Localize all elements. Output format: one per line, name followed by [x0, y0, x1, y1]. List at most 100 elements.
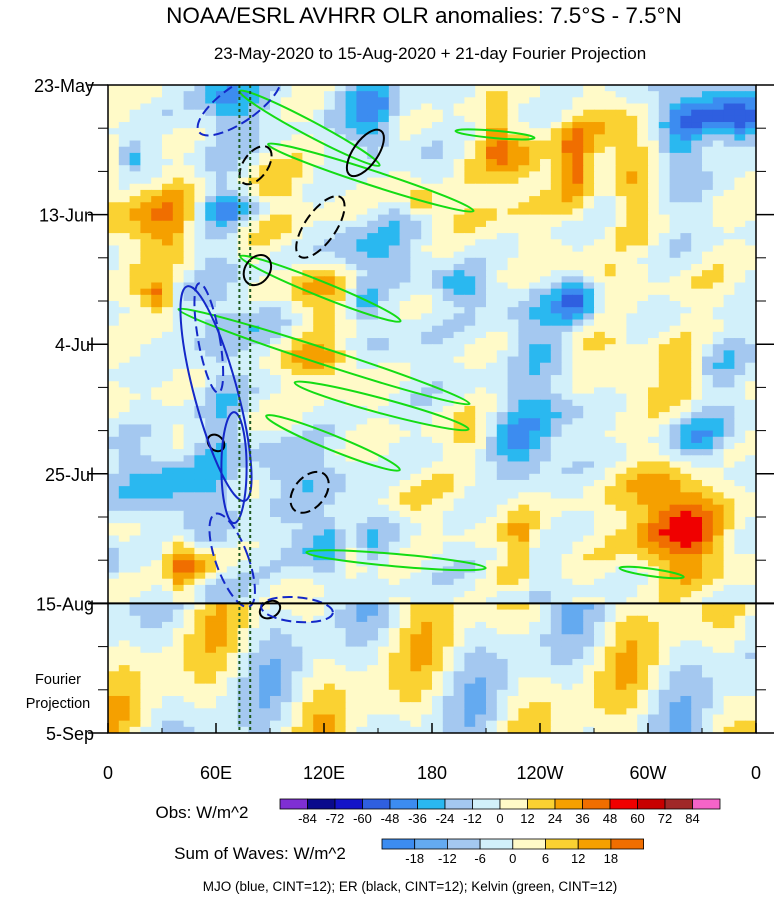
heat-cell	[237, 517, 249, 524]
heat-cell	[518, 245, 530, 253]
heat-cell	[669, 214, 681, 222]
heat-cell	[637, 393, 649, 401]
heat-cell	[118, 146, 131, 154]
heat-cell	[313, 560, 325, 567]
heat-cell	[734, 535, 746, 543]
heat-cell	[183, 529, 195, 537]
heat-cell	[745, 189, 756, 197]
heat-cell	[291, 152, 303, 160]
heat-cell	[280, 368, 293, 376]
heat-cell	[486, 492, 498, 500]
heat-cell	[648, 362, 660, 370]
heat-cell	[216, 251, 228, 259]
heat-cell	[334, 381, 347, 388]
heat-cell	[637, 140, 649, 148]
heat-cell	[702, 263, 714, 271]
heat-cell	[594, 492, 606, 500]
heat-cell	[172, 85, 185, 92]
heat-cell	[691, 461, 703, 469]
heat-cell	[604, 442, 617, 450]
heat-cell	[529, 492, 541, 500]
heat-cell	[108, 220, 120, 228]
heat-cell	[302, 103, 314, 111]
heat-cell	[648, 152, 660, 160]
heat-cell	[399, 307, 411, 314]
heat-cell	[680, 492, 692, 500]
heat-cell	[442, 171, 455, 179]
heat-cell	[507, 560, 519, 567]
heat-cell	[604, 479, 617, 487]
heat-cell	[486, 393, 498, 401]
heat-cell	[410, 128, 422, 135]
heat-cell	[745, 554, 756, 561]
heat-cell	[302, 85, 314, 92]
heat-cell	[432, 405, 444, 413]
heat-cell	[108, 418, 120, 426]
heat-cell	[594, 134, 606, 142]
heat-cell	[140, 368, 152, 376]
heat-cell	[388, 547, 401, 555]
heat-cell	[291, 535, 303, 543]
heat-cell	[496, 294, 509, 302]
heat-cell	[140, 263, 152, 271]
heat-cell	[313, 455, 325, 463]
heat-cell	[162, 85, 174, 92]
heat-cell	[464, 461, 476, 469]
heat-cell	[702, 504, 714, 512]
heat-cell	[270, 467, 282, 475]
heat-cell	[518, 239, 530, 247]
heat-cell	[151, 498, 163, 506]
heat-cell	[291, 134, 303, 142]
heat-cell	[421, 276, 433, 284]
heat-cell	[561, 152, 573, 160]
heat-cell	[658, 288, 671, 296]
heat-cell	[723, 319, 735, 327]
heat-cell	[658, 276, 671, 284]
heat-cell	[172, 91, 185, 98]
heat-cell	[129, 257, 141, 265]
heat-cell	[594, 226, 606, 234]
heat-cell	[518, 152, 530, 160]
heat-cell	[291, 319, 303, 327]
heat-cell	[648, 442, 660, 450]
heat-cell	[421, 529, 433, 537]
heat-cell	[658, 473, 671, 481]
heat-cell	[378, 313, 390, 321]
heat-cell	[561, 97, 573, 105]
heat-cell	[561, 591, 573, 598]
heat-cell	[226, 171, 239, 179]
heat-cell	[594, 122, 606, 129]
heat-cell	[118, 350, 131, 358]
heat-cell	[723, 183, 735, 191]
heat-cell	[529, 541, 541, 549]
heat-cell	[399, 301, 411, 308]
heat-cell	[496, 523, 509, 530]
heat-cell	[604, 189, 617, 197]
heat-cell	[594, 109, 606, 117]
heat-cell	[151, 597, 163, 604]
heat-cell	[248, 529, 260, 537]
heat-cell	[237, 146, 249, 154]
heat-cell	[648, 498, 660, 506]
heat-cell	[464, 504, 476, 512]
heat-cell	[259, 356, 271, 364]
heat-cell	[453, 412, 465, 419]
heat-cell	[140, 140, 152, 148]
heat-cell	[734, 134, 746, 142]
heat-cell	[615, 97, 627, 105]
heat-cell	[723, 313, 735, 321]
heat-cell	[594, 399, 606, 407]
heat-cell	[410, 171, 422, 179]
heat-cell	[691, 294, 703, 302]
heat-cell	[291, 307, 303, 314]
heat-cell	[626, 473, 638, 481]
heat-cell	[226, 97, 239, 105]
heat-cell	[270, 375, 282, 382]
heat-cell	[529, 319, 541, 327]
heat-cell	[194, 368, 206, 376]
heat-cell	[680, 338, 692, 345]
heat-cell	[280, 473, 293, 481]
heat-cell	[507, 412, 519, 419]
heat-cell	[561, 183, 573, 191]
heat-cell	[280, 128, 293, 135]
